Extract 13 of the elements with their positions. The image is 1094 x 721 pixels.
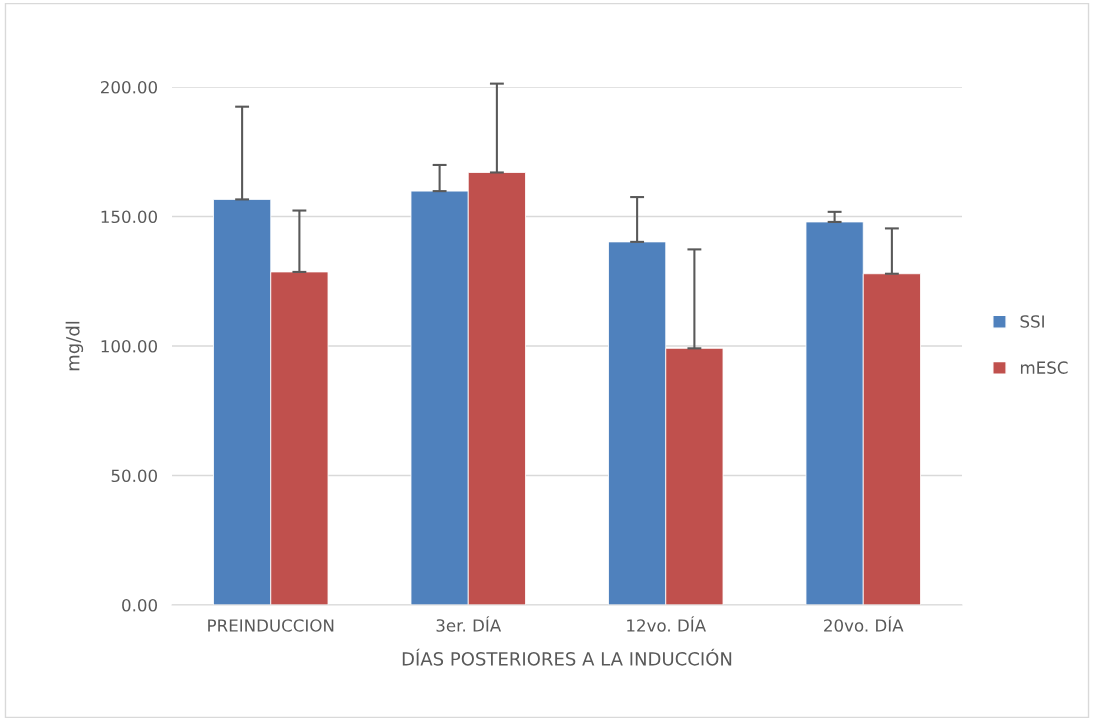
y-tick-label: 150.00 bbox=[101, 210, 157, 224]
y-tick-label: 50.00 bbox=[111, 469, 157, 483]
y-tick-label: 0.00 bbox=[122, 598, 157, 612]
x-tick-label: 3er. DÍA bbox=[436, 616, 502, 632]
x-tick-label: 20vo. DÍA bbox=[824, 616, 904, 632]
legend-label: mESC bbox=[1020, 361, 1068, 374]
y-axis-title: mg/dl bbox=[65, 321, 84, 371]
legend-label: SSI bbox=[1020, 315, 1044, 328]
y-tick-label: 100.00 bbox=[101, 339, 157, 353]
x-tick-label: 12vo. DÍA bbox=[627, 616, 706, 632]
y-tick-label: 200.00 bbox=[101, 80, 157, 94]
x-tick-label: PREINDUCCION bbox=[208, 619, 334, 632]
x-axis-title: DÍAS POSTERIORES A LA INDUCCIÓN bbox=[402, 648, 732, 666]
